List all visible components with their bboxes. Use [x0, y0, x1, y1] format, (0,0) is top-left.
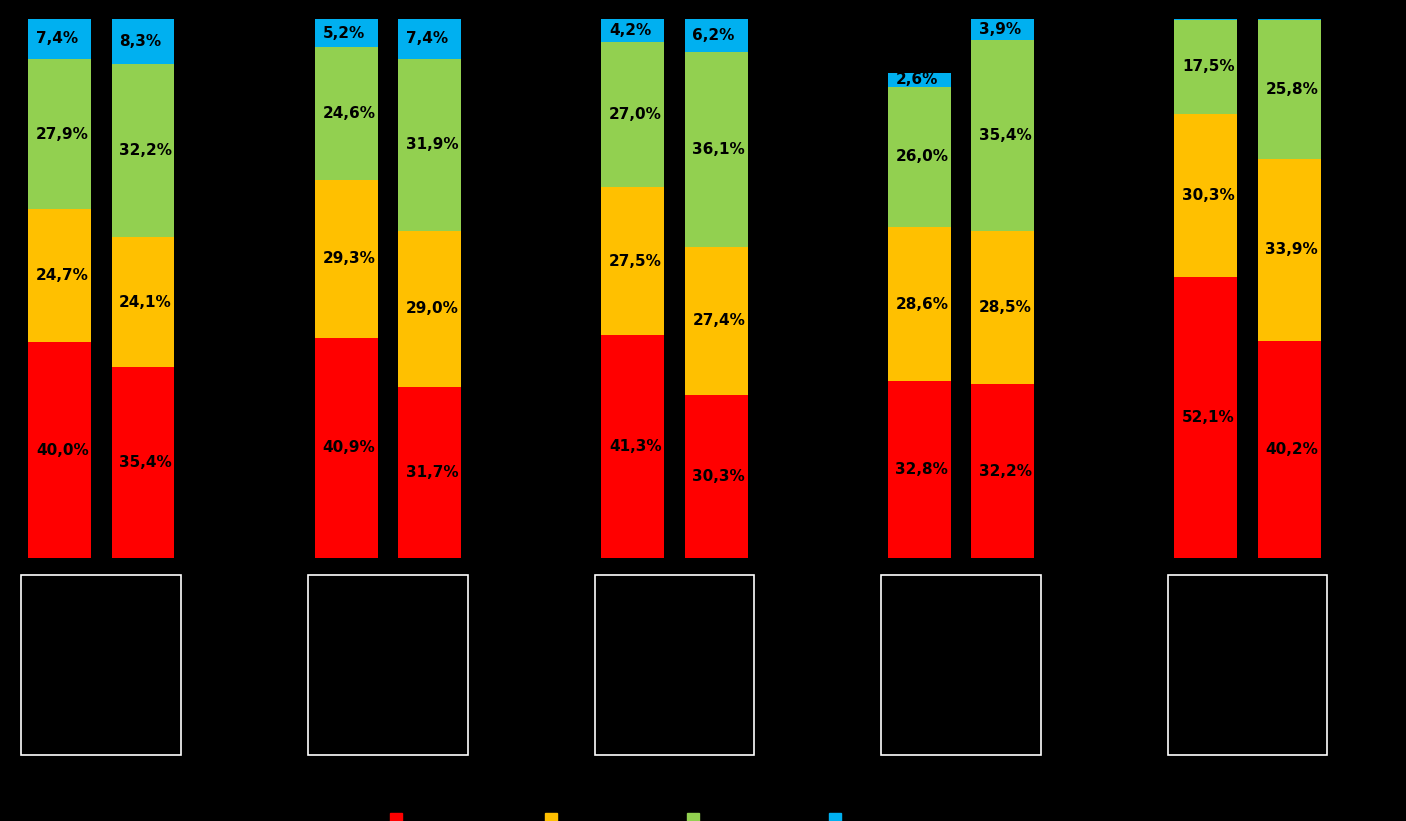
Text: 36,1%: 36,1%: [692, 142, 745, 157]
Bar: [315, 47, 378, 180]
Bar: [889, 87, 950, 227]
Text: 28,6%: 28,6%: [896, 296, 949, 312]
Bar: [1174, 277, 1237, 558]
Text: 52,1%: 52,1%: [1182, 410, 1234, 425]
Text: 4,2%: 4,2%: [609, 23, 651, 38]
Text: 27,5%: 27,5%: [609, 254, 662, 268]
Bar: [602, 42, 664, 187]
Text: 26,0%: 26,0%: [896, 149, 949, 164]
Bar: [111, 19, 174, 64]
Bar: [889, 73, 950, 87]
Bar: [685, 19, 748, 53]
Bar: [21, 575, 181, 754]
Text: 27,0%: 27,0%: [609, 107, 662, 122]
Text: 29,3%: 29,3%: [322, 251, 375, 266]
Text: 27,9%: 27,9%: [37, 126, 89, 141]
Text: 30,3%: 30,3%: [692, 469, 745, 484]
Bar: [398, 59, 461, 231]
Bar: [685, 395, 748, 558]
Bar: [28, 342, 91, 558]
Bar: [685, 247, 748, 395]
Text: 32,2%: 32,2%: [979, 464, 1032, 479]
Text: 29,0%: 29,0%: [406, 301, 458, 316]
Text: 40,9%: 40,9%: [322, 440, 375, 455]
Bar: [685, 53, 748, 247]
Text: 33,9%: 33,9%: [1265, 242, 1317, 258]
Text: 24,1%: 24,1%: [120, 295, 172, 310]
Bar: [602, 335, 664, 558]
Bar: [111, 237, 174, 367]
Text: 31,7%: 31,7%: [406, 465, 458, 480]
Text: 27,4%: 27,4%: [692, 314, 745, 328]
Text: 28,5%: 28,5%: [979, 300, 1032, 315]
Text: 31,9%: 31,9%: [406, 137, 458, 153]
Bar: [315, 19, 378, 47]
Bar: [315, 180, 378, 337]
Bar: [308, 575, 468, 754]
Bar: [972, 19, 1033, 40]
Bar: [972, 40, 1033, 231]
Bar: [972, 231, 1033, 384]
Bar: [1258, 158, 1320, 342]
Bar: [1167, 575, 1327, 754]
Bar: [1258, 20, 1320, 158]
Text: 6,2%: 6,2%: [692, 28, 735, 44]
Text: 40,0%: 40,0%: [37, 443, 89, 457]
Bar: [28, 19, 91, 59]
Bar: [1174, 114, 1237, 277]
Text: 8,3%: 8,3%: [120, 34, 162, 49]
Text: 25,8%: 25,8%: [1265, 81, 1319, 97]
Text: 32,8%: 32,8%: [896, 462, 948, 477]
Bar: [28, 209, 91, 342]
Text: 24,6%: 24,6%: [322, 106, 375, 121]
Bar: [889, 227, 950, 381]
Bar: [1258, 342, 1320, 558]
Bar: [882, 575, 1040, 754]
Bar: [111, 367, 174, 558]
Bar: [972, 384, 1033, 558]
Text: 41,3%: 41,3%: [609, 439, 662, 454]
Bar: [595, 575, 755, 754]
Bar: [602, 19, 664, 42]
Text: 24,7%: 24,7%: [37, 268, 89, 283]
Text: 17,5%: 17,5%: [1182, 59, 1234, 74]
Text: 35,4%: 35,4%: [120, 455, 172, 470]
Bar: [398, 231, 461, 387]
Text: 5,2%: 5,2%: [322, 25, 364, 40]
Text: 7,4%: 7,4%: [406, 31, 449, 47]
Text: 30,3%: 30,3%: [1182, 188, 1234, 203]
Text: 32,2%: 32,2%: [120, 143, 172, 158]
Bar: [398, 19, 461, 59]
Bar: [1174, 20, 1237, 114]
Bar: [398, 387, 461, 558]
Bar: [111, 64, 174, 237]
Text: 2,6%: 2,6%: [896, 72, 938, 87]
Text: 35,4%: 35,4%: [979, 128, 1032, 143]
Bar: [315, 337, 378, 558]
Bar: [28, 59, 91, 209]
Text: 40,2%: 40,2%: [1265, 443, 1319, 457]
Text: 7,4%: 7,4%: [37, 31, 77, 47]
Text: 3,9%: 3,9%: [979, 22, 1021, 37]
Bar: [889, 381, 950, 558]
Bar: [602, 187, 664, 335]
